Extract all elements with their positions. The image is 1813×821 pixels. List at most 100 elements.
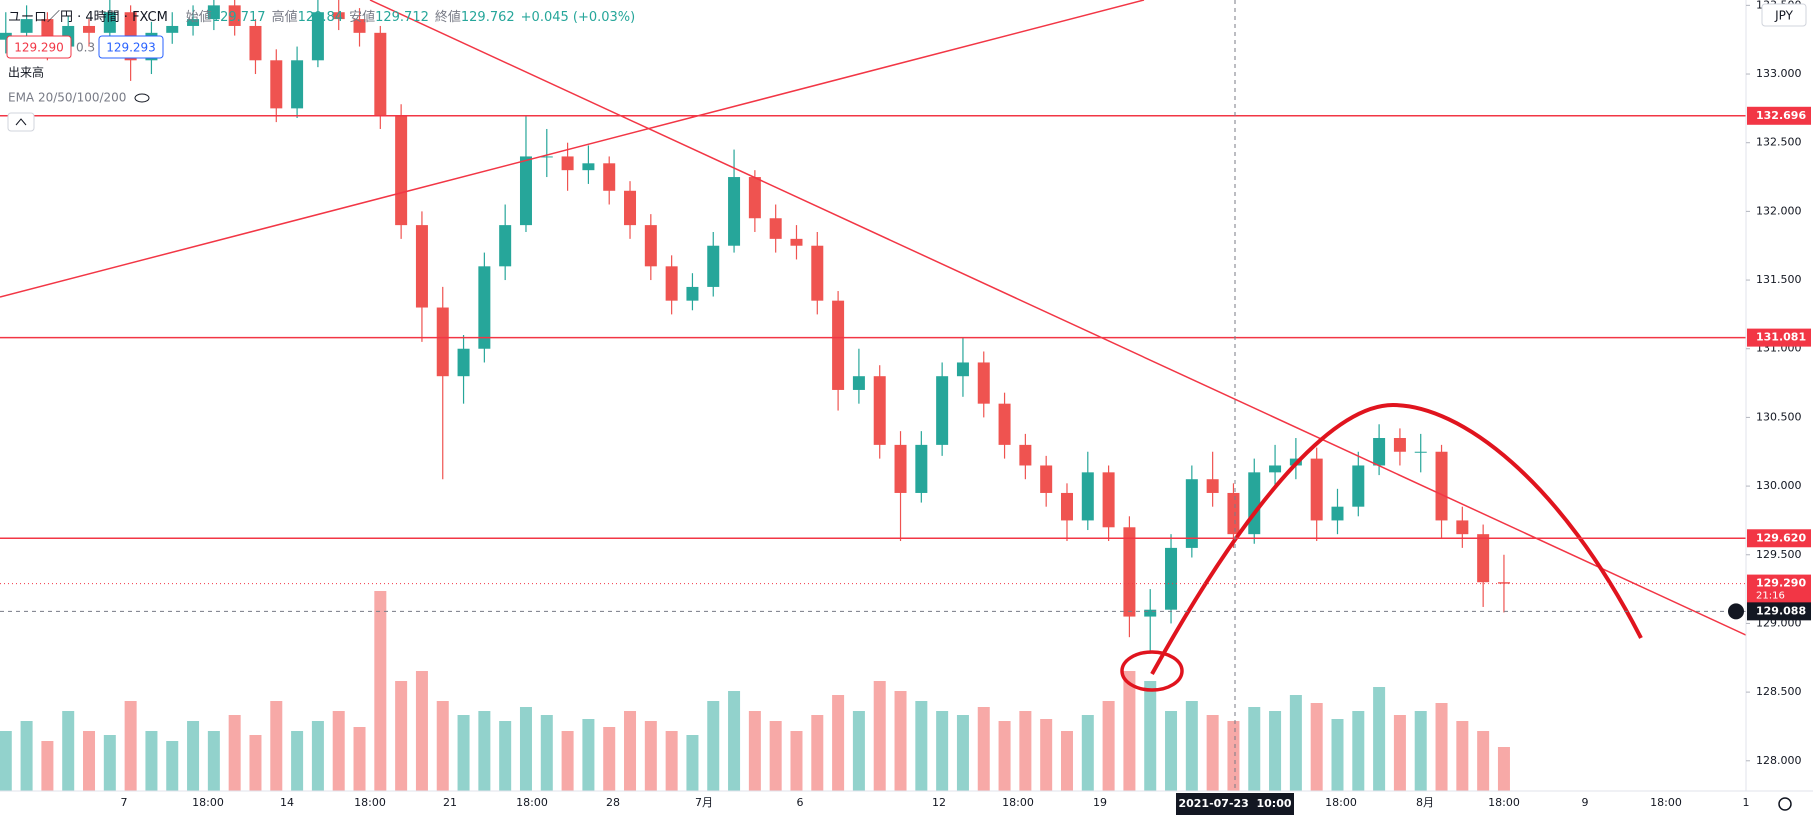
level-label: 129.620 — [1756, 531, 1806, 544]
volume-bar — [20, 721, 33, 791]
volume-bar — [207, 731, 220, 791]
volume-bar — [353, 727, 366, 791]
collapse-button[interactable] — [7, 112, 35, 132]
candle-body — [1227, 492, 1240, 535]
candle-body — [20, 19, 33, 33]
volume-bar — [748, 711, 761, 791]
crosshair-time-tag — [1176, 793, 1294, 815]
overlays — [0, 0, 1746, 791]
volume-bar — [665, 731, 678, 791]
candle-body — [415, 225, 428, 308]
volume-bar — [1227, 721, 1240, 791]
candle-body — [1165, 547, 1178, 610]
candle-body — [311, 12, 324, 61]
time-axis — [0, 791, 1813, 817]
volume-bar — [728, 691, 741, 791]
currency-button[interactable] — [1761, 3, 1807, 27]
y-tick-label: 128.000 — [1756, 754, 1802, 767]
volume-bar — [395, 681, 408, 791]
volume-bar — [478, 711, 491, 791]
candle-body — [1040, 465, 1053, 493]
candle-body — [603, 163, 616, 191]
candle-body — [832, 300, 845, 390]
x-tick-label: 8月 — [1416, 796, 1434, 809]
x-tick-label: 18:00 — [1002, 796, 1034, 809]
trend-line — [0, 0, 1145, 298]
candle-body — [457, 348, 470, 377]
crosshair-time: 2021-07-23 10:00 — [1178, 797, 1291, 810]
candle-body — [956, 362, 969, 377]
volume-bar — [1373, 687, 1386, 791]
x-tick-label: 18:00 — [354, 796, 386, 809]
volume-bar — [1477, 731, 1490, 791]
volume-bar — [540, 715, 553, 791]
y-tick-label: 128.500 — [1756, 685, 1802, 698]
candle-body — [748, 177, 761, 219]
hide-icon[interactable] — [134, 93, 150, 103]
candle-body — [1081, 472, 1094, 521]
candle-body — [1352, 465, 1365, 507]
y-tick-label: 133.000 — [1756, 67, 1802, 80]
volume-bar — [1310, 703, 1323, 791]
volume-bar — [519, 707, 532, 791]
x-tick-label: 7 — [121, 796, 128, 809]
candle-body — [728, 177, 741, 246]
x-tick-label: 9 — [1582, 796, 1589, 809]
x-tick-label: 7月 — [695, 796, 713, 809]
candle-body — [1393, 438, 1406, 452]
volume-bar — [415, 671, 428, 791]
sell-button[interactable] — [6, 35, 72, 59]
y-tick-label: 131.500 — [1756, 273, 1802, 286]
volume-bar — [1123, 671, 1136, 791]
price-label: 129.290 — [1756, 577, 1806, 590]
volume-bar — [811, 715, 824, 791]
volume-bar — [644, 721, 657, 791]
candle-body — [852, 376, 865, 390]
volume-bar — [1165, 711, 1178, 791]
ohlc-value: 129.84 — [298, 10, 344, 25]
ohlc-label: 終値 — [435, 9, 461, 25]
volume-bar — [124, 701, 137, 791]
candle-body — [936, 376, 949, 445]
settings-button[interactable] — [1778, 797, 1792, 811]
price-axis — [1746, 0, 1813, 791]
volume-bar — [1497, 747, 1510, 791]
volume-bar — [1081, 715, 1094, 791]
symbol-title: ユーロ／円 · 4時間 · FXCM — [8, 10, 168, 25]
y-tick-label: 129.500 — [1756, 548, 1802, 561]
volume-bar — [1435, 703, 1448, 791]
candle-body — [1102, 472, 1115, 528]
volume-bar — [103, 735, 116, 791]
candle-body — [519, 156, 532, 226]
volume-bar — [582, 719, 595, 791]
circle-annotation — [1120, 650, 1184, 692]
buy-button[interactable] — [98, 35, 164, 59]
volume-bar — [166, 741, 179, 791]
volume-bar — [915, 701, 928, 791]
ohlc-value: 129.717 — [212, 10, 266, 25]
ohlc-label: 安値 — [349, 9, 375, 25]
volume-bar — [873, 681, 886, 791]
volume-bar — [145, 731, 158, 791]
candle-body — [977, 362, 990, 404]
x-tick-label: 6 — [797, 796, 804, 809]
crosshair-label: 129.088 — [1756, 604, 1806, 617]
candle-body — [166, 25, 179, 33]
x-tick-label: 1 — [1743, 796, 1750, 809]
candle-body — [332, 12, 345, 20]
candle-body — [249, 25, 262, 61]
level-tag — [1747, 328, 1811, 347]
candle-body — [1269, 465, 1282, 473]
candle-body — [228, 5, 241, 26]
x-tick-label: 12 — [932, 796, 946, 809]
volume-bar — [936, 711, 949, 791]
candle-body — [1373, 438, 1386, 466]
candle-body — [1144, 609, 1157, 617]
candle-body — [1435, 451, 1448, 521]
add-button — [1728, 603, 1744, 620]
ohlc-value: 129.762 — [461, 10, 515, 25]
volume-bar — [832, 695, 845, 791]
volume-bar — [499, 721, 512, 791]
volume-bar — [956, 715, 969, 791]
volume-bar — [1393, 715, 1406, 791]
